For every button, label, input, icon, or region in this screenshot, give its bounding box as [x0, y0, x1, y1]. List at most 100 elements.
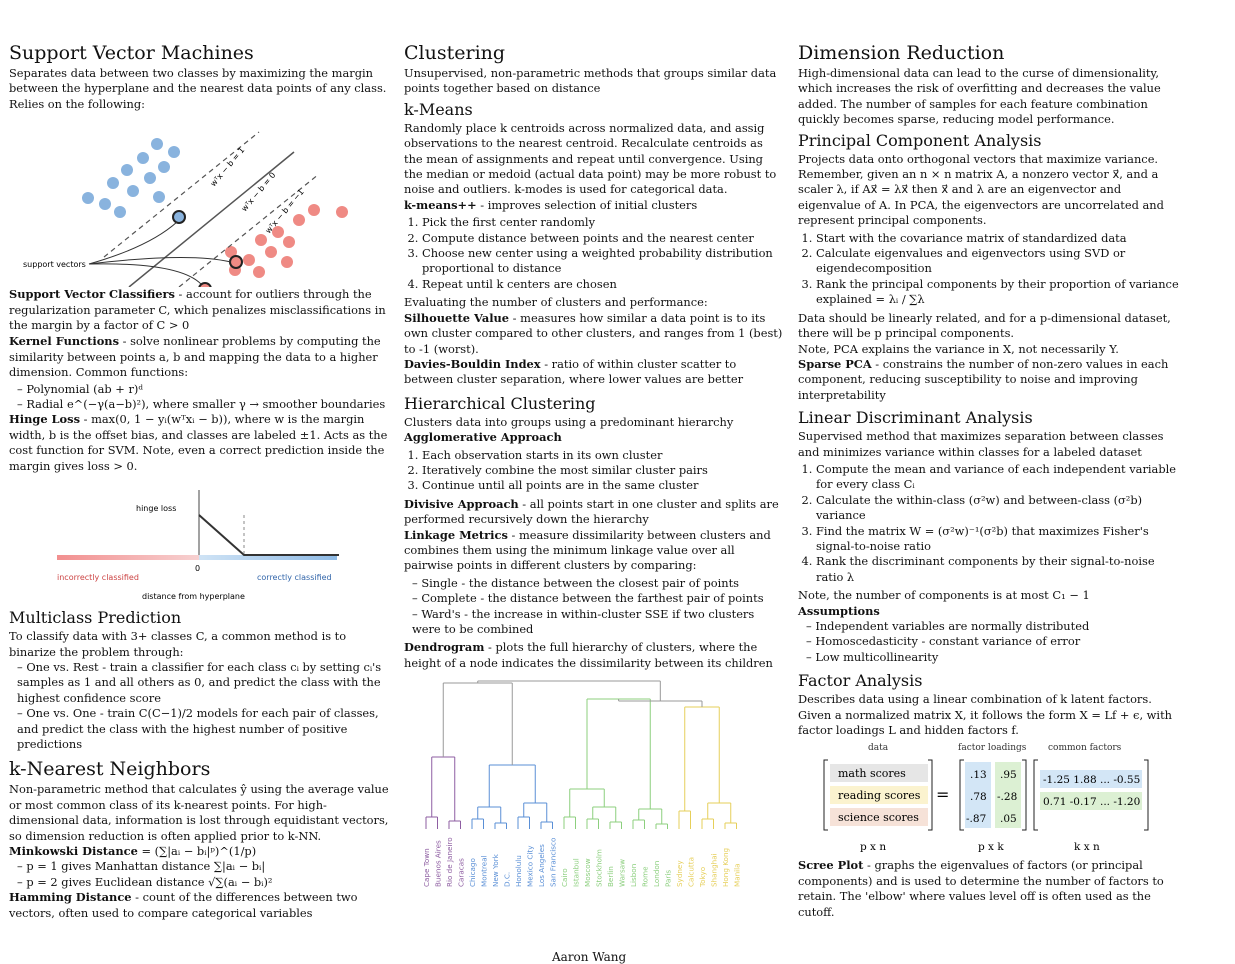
- divisive-term: Divisive Approach: [404, 496, 519, 511]
- fa-header-loadings: factor loadings: [958, 743, 1027, 753]
- row-math: math scores: [838, 767, 906, 780]
- column-clustering: Clustering Unsupervised, non-parametric …: [404, 40, 784, 903]
- column-svm: Support Vector Machines Separates data b…: [9, 40, 389, 921]
- scree-paragraph: Scree Plot - graphs the eigenvalues of f…: [798, 858, 1183, 920]
- bracket-load-left: [959, 759, 964, 831]
- dendrogram-leaf-label: Cape Town: [422, 849, 431, 888]
- dendrogram-leaf-label: Cairo: [560, 869, 569, 888]
- agg-steps: Each observation starts in its own clust…: [404, 448, 784, 494]
- agg-step: Continue until all points are in the sam…: [422, 478, 784, 493]
- support-vector-red-1: [229, 255, 243, 270]
- linkage-item: Ward's - the increase in within-cluster …: [412, 607, 784, 638]
- kmeans-title: k-Means: [404, 99, 473, 119]
- dendrogram-text: - plots the full hierarchy of clusters, …: [404, 640, 773, 670]
- fa-intro: Describes data using a linear combinatio…: [798, 692, 1172, 738]
- zero-label: 0: [195, 564, 200, 573]
- minkowski-item: p = 1 gives Manhattan distance ∑|aᵢ − bᵢ…: [17, 859, 389, 874]
- multiclass-item: One vs. Rest - train a classifier for ea…: [17, 660, 389, 706]
- dendrogram-leaf-label: Montreal: [480, 856, 489, 888]
- dim-loadings: p x k: [978, 841, 1004, 853]
- svc-text: - account for outliers through the regul…: [9, 287, 386, 333]
- kernel-item: Radial e^(−γ(a−b)²), where smaller γ → s…: [17, 397, 389, 412]
- minkowski-list: p = 1 gives Manhattan distance ∑|aᵢ − bᵢ…: [9, 859, 389, 890]
- assumption-item: Independent variables are normally distr…: [806, 619, 1183, 634]
- kernel-list: Polynomial (ab + r)ᵈ Radial e^(−γ(a−b)²)…: [9, 382, 389, 413]
- eq-bot: wᵀx − b = −1: [264, 188, 306, 236]
- bracket-fac-left: [1033, 759, 1038, 831]
- incorrect-bar: [57, 555, 199, 561]
- kmeans-text: Randomly place k centroids across normal…: [404, 120, 777, 197]
- minkowski-paragraph: Minkowski Distance = (∑|aᵢ − bᵢ|ᵖ)^(1/p): [9, 844, 389, 859]
- agg-step: Iteratively combine the most similar clu…: [422, 463, 784, 478]
- dendrogram-leaf-label: Chicago: [468, 858, 477, 887]
- loading-cell: .95: [1000, 769, 1017, 781]
- multiclass-list: One vs. Rest - train a classifier for ea…: [9, 660, 389, 752]
- agg-term: Agglomerative Approach: [404, 430, 562, 445]
- hinge-curve: [198, 514, 339, 557]
- hinge-figure: hinge loss incorrectly classified 0 corr…: [9, 475, 389, 605]
- correct-label: correctly classified: [257, 573, 332, 582]
- hinge-ylabel: hinge loss: [136, 504, 176, 513]
- linkage-paragraph: Linkage Metrics - measure dissimilarity …: [404, 528, 784, 574]
- dendrogram-leaf-label: Stockholm: [595, 849, 604, 887]
- kmeans-steps: Pick the first center randomly Compute d…: [404, 215, 784, 292]
- fa-diagram: data factor loadings common factors math…: [823, 743, 1149, 853]
- bracket-data-right: [928, 759, 933, 831]
- silhouette-paragraph: Silhouette Value - measures how similar …: [404, 311, 784, 357]
- dendrogram-plot: Cape Town Buenos Aires Rio de Janeiro Carac…: [422, 680, 742, 888]
- hyperplane-line: [128, 151, 295, 288]
- kmeanspp-text: - improves selection of initial clusters: [476, 197, 698, 212]
- arrow-3: [88, 263, 202, 285]
- minkowski-term: Minkowski Distance: [9, 843, 138, 858]
- dendrogram-leaf-label: New York: [491, 853, 500, 887]
- kernel-paragraph: Kernel Functions - solve nonlinear probl…: [9, 334, 389, 380]
- column-dimred: Dimension Reduction High-dimensional dat…: [798, 40, 1183, 920]
- hier-title: Hierarchical Clustering: [404, 393, 596, 413]
- dendrogram-leaf-label: Hong Kong: [721, 848, 730, 887]
- lda-note: Note, the number of components is at mos…: [798, 588, 1090, 603]
- linkage-list: Single - the distance between the closes…: [404, 576, 784, 638]
- pca-title: Principal Component Analysis: [798, 130, 1042, 150]
- linkage-item: Complete - the distance between the fart…: [412, 591, 784, 606]
- bracket-fac-right: [1144, 759, 1149, 831]
- hinge-term: Hinge Loss: [9, 412, 80, 427]
- dendrogram-leaf-label: Buenos Aires: [434, 840, 443, 887]
- dendrogram-leaf-label: Rome: [641, 866, 650, 887]
- fa-title: Factor Analysis: [798, 671, 923, 691]
- factor-row-1-bg: [1040, 770, 1142, 789]
- silhouette-term: Silhouette Value: [404, 310, 510, 325]
- dendrogram-leaf-label: Calcutta: [687, 857, 696, 887]
- fa-header-common: common factors: [1048, 743, 1122, 753]
- clustering-intro: Unsupervised, non-parametric methods tha…: [404, 66, 777, 96]
- db-term: Davies-Bouldin Index: [404, 356, 541, 371]
- margin-line-top: [103, 131, 260, 258]
- factor-row-2-bg: [1040, 792, 1142, 811]
- dendrogram-leaf-label: Paris: [664, 870, 673, 887]
- loading-cell: .13: [970, 769, 987, 781]
- pca-steps: Start with the covariance matrix of stan…: [798, 231, 1183, 308]
- pca-note-1: Data should be linearly related, and for…: [798, 310, 1171, 341]
- bracket-data-left: [823, 759, 828, 831]
- assumptions-term: Assumptions: [798, 603, 880, 618]
- svm-title: Support Vector Machines: [9, 42, 254, 64]
- silhouette-text: - measures how similar a data point is t…: [404, 310, 783, 356]
- pca-step: Start with the covariance matrix of stan…: [816, 231, 1183, 246]
- lda-step: Calculate the within-class (σ²w) and bet…: [816, 493, 1183, 524]
- correct-bar: [199, 555, 337, 561]
- spca-text: - constrains the number of non-zero valu…: [798, 356, 1169, 402]
- hinge-paragraph: Hinge Loss - max(0, 1 − yᵢ(wᵀxᵢ − b)), w…: [9, 412, 389, 474]
- dendrogram-leaf-label: Istanbul: [572, 858, 581, 887]
- lda-intro: Supervised method that maximizes separat…: [798, 429, 1164, 459]
- minkowski-text: = (∑|aᵢ − bᵢ|ᵖ)^(1/p): [137, 843, 257, 858]
- kernel-text: - solve nonlinear problems by computing …: [9, 334, 381, 380]
- divisive-text: - all points start in one cluster and sp…: [404, 496, 779, 527]
- dimred-title: Dimension Reduction: [798, 42, 1005, 64]
- clustering-title: Clustering: [404, 42, 506, 64]
- factor-row: -1.25 1.88 ... -0.55: [1043, 774, 1140, 786]
- margin-line-bottom: [178, 173, 320, 288]
- linkage-text: - measure dissimilarity between clusters…: [404, 527, 771, 573]
- knn-title: k-Nearest Neighbors: [9, 758, 211, 781]
- dendrogram-paragraph: Dendrogram - plots the full hierarchy of…: [404, 640, 784, 671]
- bracket-load-right: [1022, 759, 1027, 831]
- hinge-plot: hinge loss incorrectly classified 0 corr…: [57, 490, 339, 601]
